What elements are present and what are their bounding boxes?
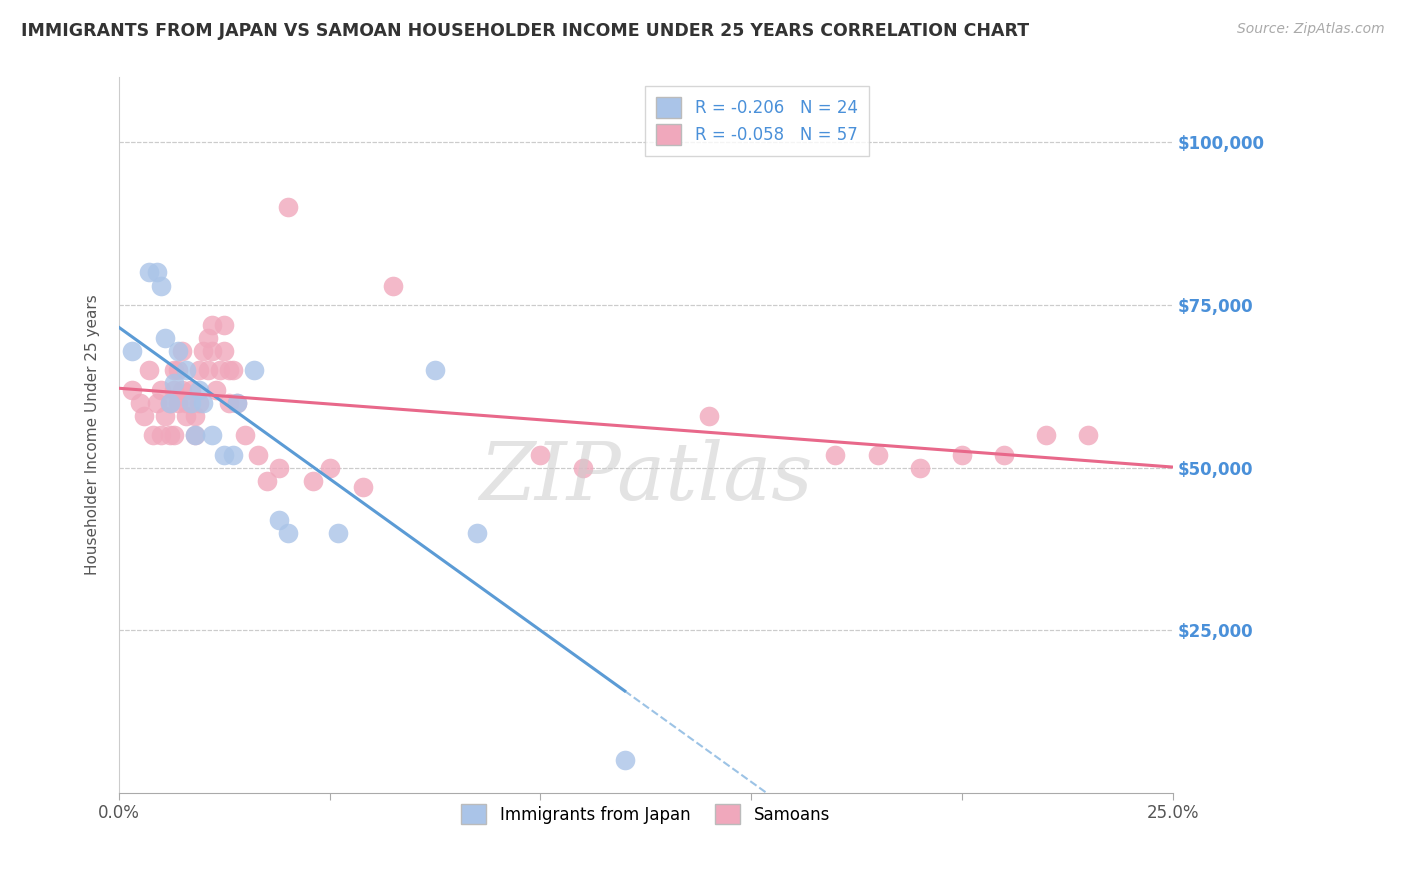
- Point: [184, 428, 207, 442]
- Point: [159, 395, 181, 409]
- Point: [201, 343, 224, 358]
- Point: [353, 480, 375, 494]
- Point: [121, 383, 143, 397]
- Point: [214, 343, 236, 358]
- Point: [180, 395, 202, 409]
- Point: [1077, 428, 1099, 442]
- Point: [146, 265, 169, 279]
- Y-axis label: Householder Income Under 25 years: Householder Income Under 25 years: [86, 294, 100, 575]
- Point: [188, 363, 211, 377]
- Point: [201, 428, 224, 442]
- Legend: Immigrants from Japan, Samoans: Immigrants from Japan, Samoans: [451, 794, 841, 834]
- Point: [571, 460, 593, 475]
- Point: [256, 474, 278, 488]
- Point: [167, 343, 190, 358]
- Point: [184, 409, 207, 423]
- Point: [1035, 428, 1057, 442]
- Point: [243, 363, 266, 377]
- Point: [159, 395, 181, 409]
- Point: [197, 363, 219, 377]
- Point: [277, 201, 299, 215]
- Point: [142, 428, 165, 442]
- Point: [193, 343, 215, 358]
- Point: [155, 330, 177, 344]
- Point: [529, 448, 551, 462]
- Point: [197, 330, 219, 344]
- Point: [226, 395, 249, 409]
- Point: [697, 409, 720, 423]
- Point: [138, 265, 160, 279]
- Point: [302, 474, 325, 488]
- Point: [222, 448, 245, 462]
- Point: [613, 753, 636, 767]
- Point: [176, 363, 198, 377]
- Point: [193, 395, 215, 409]
- Point: [319, 460, 342, 475]
- Point: [950, 448, 973, 462]
- Point: [155, 409, 177, 423]
- Text: ZIPatlas: ZIPatlas: [479, 439, 813, 516]
- Point: [214, 448, 236, 462]
- Point: [205, 383, 228, 397]
- Point: [163, 428, 186, 442]
- Point: [993, 448, 1015, 462]
- Point: [167, 363, 190, 377]
- Point: [188, 395, 211, 409]
- Point: [381, 278, 404, 293]
- Point: [184, 428, 207, 442]
- Point: [167, 395, 190, 409]
- Point: [247, 448, 270, 462]
- Point: [146, 395, 169, 409]
- Point: [176, 395, 198, 409]
- Point: [134, 409, 156, 423]
- Text: Source: ZipAtlas.com: Source: ZipAtlas.com: [1237, 22, 1385, 37]
- Point: [328, 525, 350, 540]
- Point: [423, 363, 446, 377]
- Point: [176, 409, 198, 423]
- Point: [269, 460, 291, 475]
- Point: [235, 428, 257, 442]
- Point: [209, 363, 232, 377]
- Point: [908, 460, 931, 475]
- Point: [150, 383, 173, 397]
- Point: [180, 383, 202, 397]
- Point: [150, 428, 173, 442]
- Point: [163, 376, 186, 390]
- Point: [172, 343, 194, 358]
- Point: [269, 512, 291, 526]
- Point: [129, 395, 152, 409]
- Point: [824, 448, 846, 462]
- Point: [218, 395, 240, 409]
- Point: [138, 363, 160, 377]
- Point: [163, 383, 186, 397]
- Point: [121, 343, 143, 358]
- Point: [214, 318, 236, 332]
- Point: [465, 525, 488, 540]
- Point: [201, 318, 224, 332]
- Point: [222, 363, 245, 377]
- Point: [188, 383, 211, 397]
- Text: IMMIGRANTS FROM JAPAN VS SAMOAN HOUSEHOLDER INCOME UNDER 25 YEARS CORRELATION CH: IMMIGRANTS FROM JAPAN VS SAMOAN HOUSEHOL…: [21, 22, 1029, 40]
- Point: [172, 383, 194, 397]
- Point: [866, 448, 889, 462]
- Point: [159, 428, 181, 442]
- Point: [277, 525, 299, 540]
- Point: [226, 395, 249, 409]
- Point: [163, 363, 186, 377]
- Point: [150, 278, 173, 293]
- Point: [218, 363, 240, 377]
